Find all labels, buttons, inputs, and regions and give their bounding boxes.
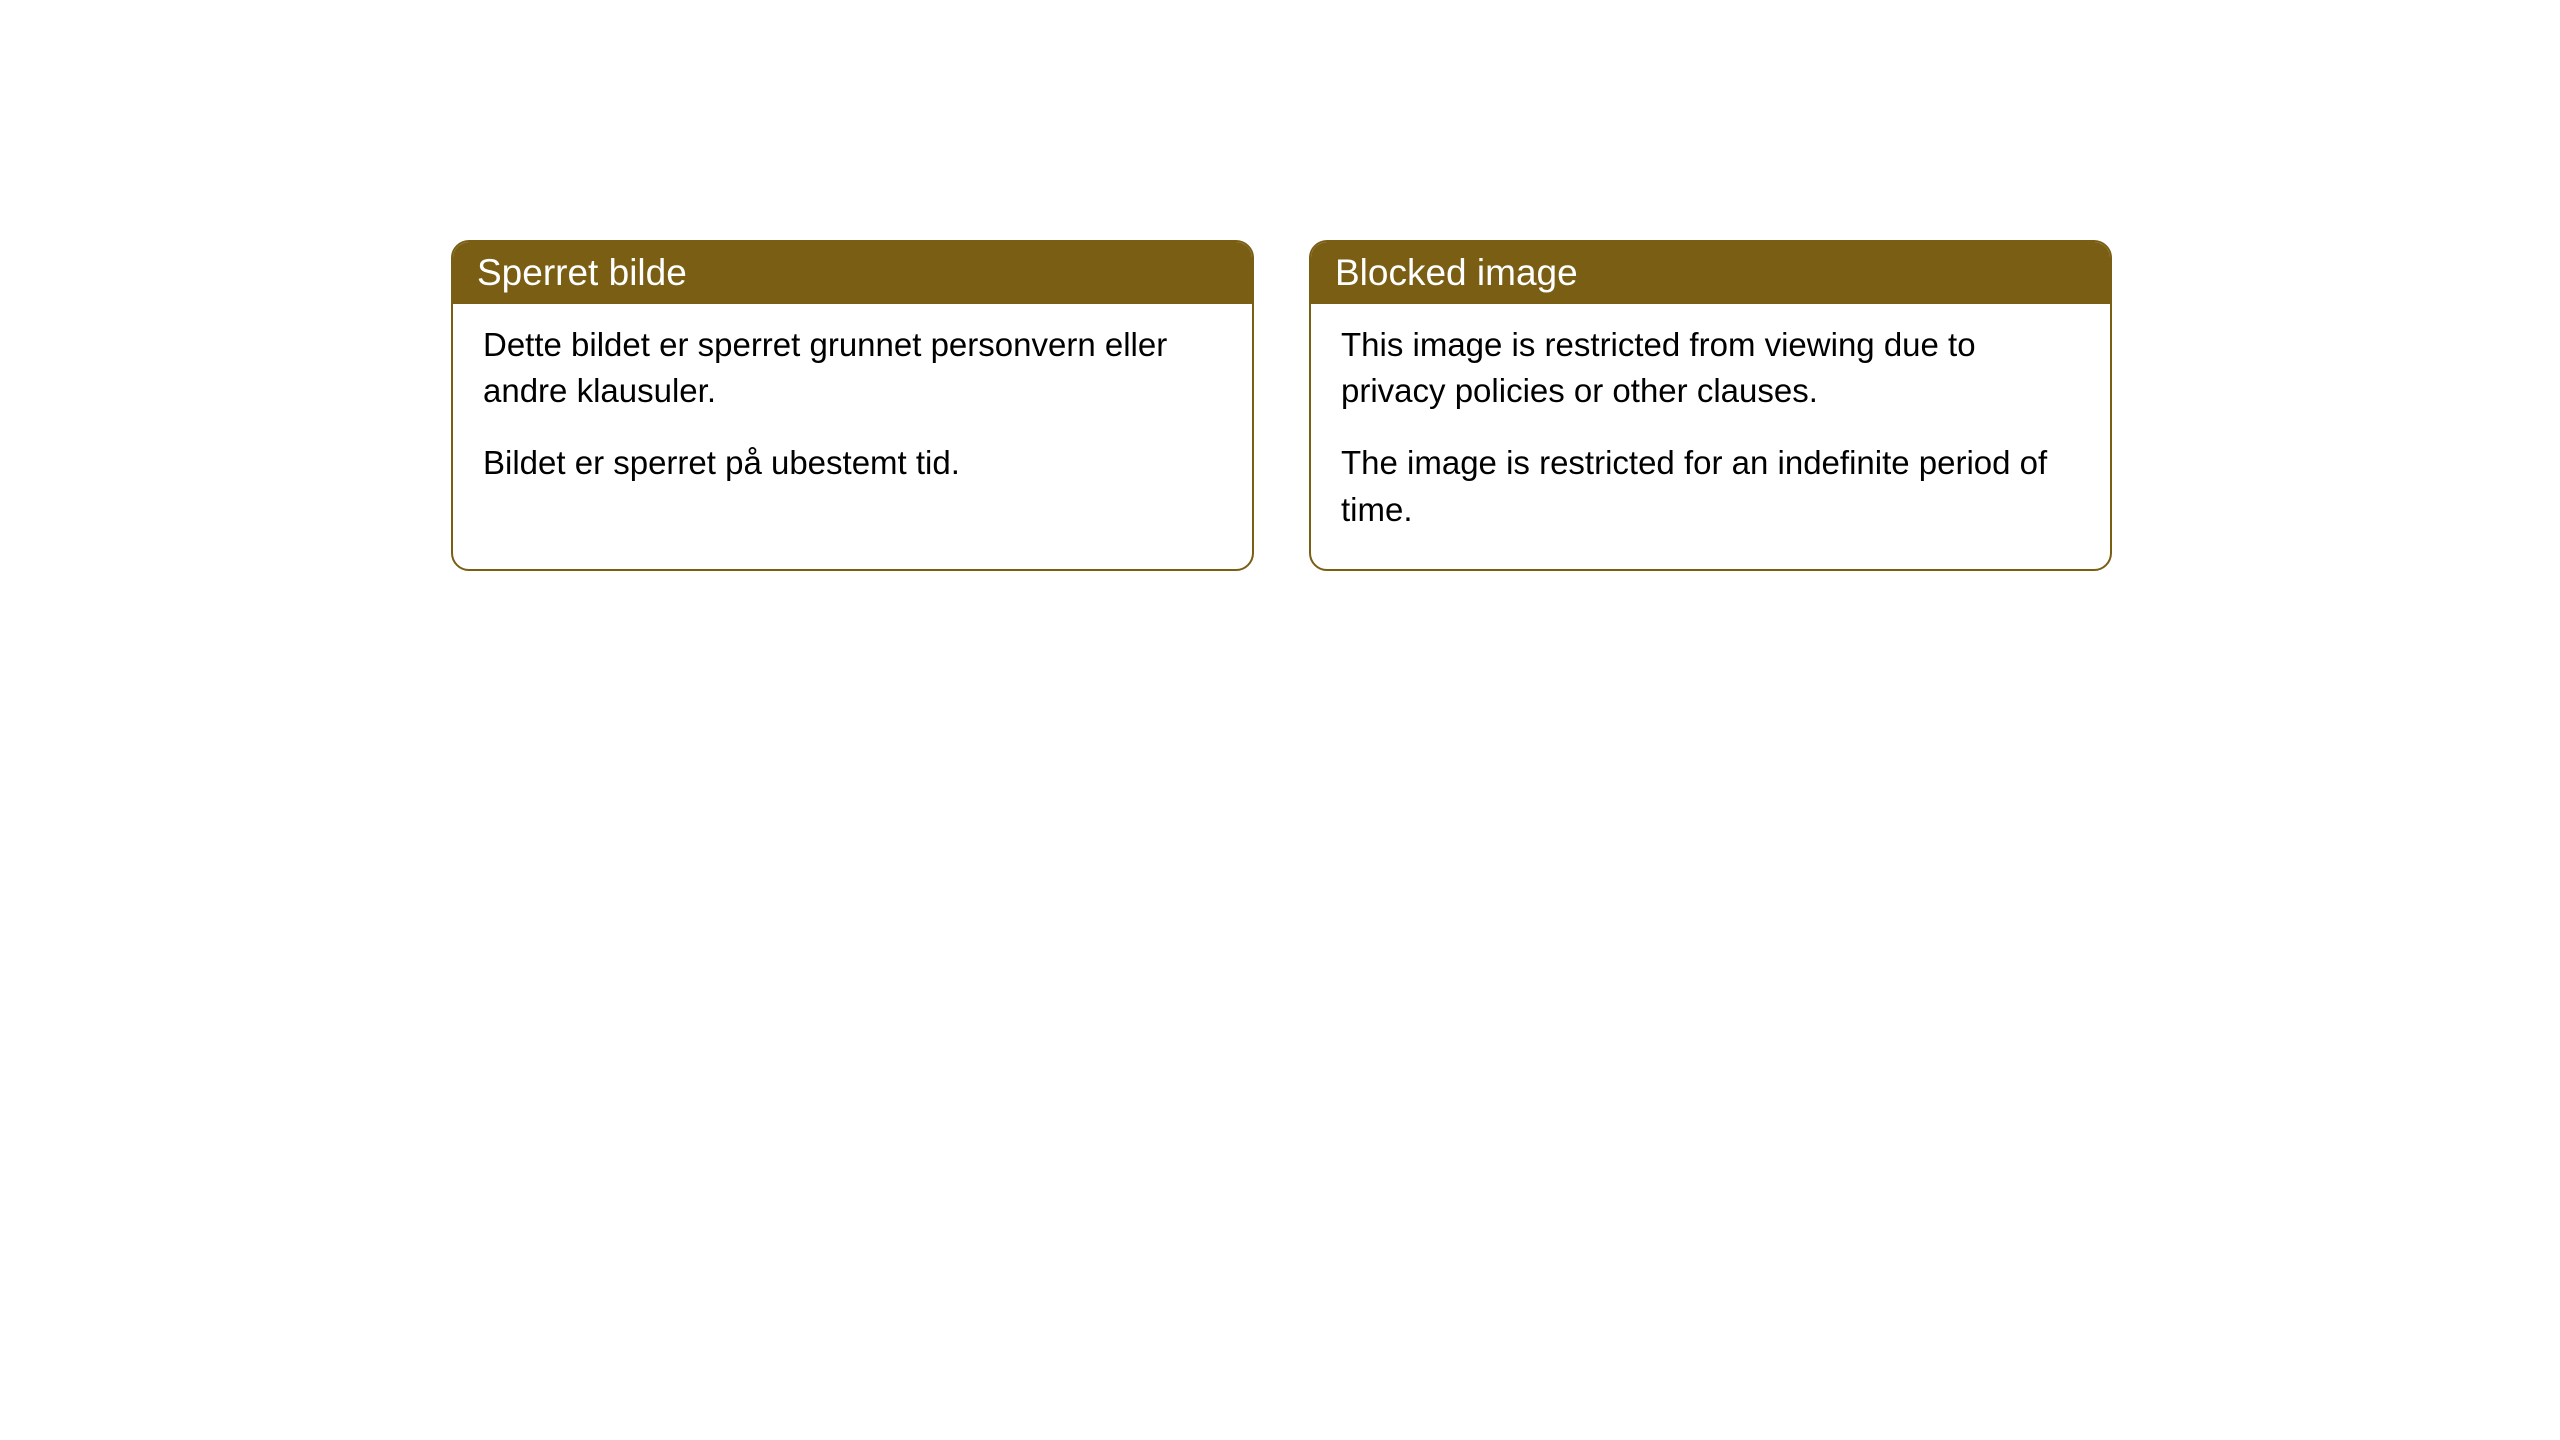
card-header-english: Blocked image	[1311, 242, 2110, 304]
card-header-norwegian: Sperret bilde	[453, 242, 1252, 304]
notice-card-norwegian: Sperret bilde Dette bildet er sperret gr…	[451, 240, 1254, 571]
notice-cards-container: Sperret bilde Dette bildet er sperret gr…	[451, 240, 2112, 571]
card-paragraph: The image is restricted for an indefinit…	[1341, 440, 2080, 532]
notice-card-english: Blocked image This image is restricted f…	[1309, 240, 2112, 571]
card-paragraph: Bildet er sperret på ubestemt tid.	[483, 440, 1222, 486]
card-body-english: This image is restricted from viewing du…	[1311, 304, 2110, 569]
card-paragraph: Dette bildet er sperret grunnet personve…	[483, 322, 1222, 414]
card-body-norwegian: Dette bildet er sperret grunnet personve…	[453, 304, 1252, 523]
card-paragraph: This image is restricted from viewing du…	[1341, 322, 2080, 414]
